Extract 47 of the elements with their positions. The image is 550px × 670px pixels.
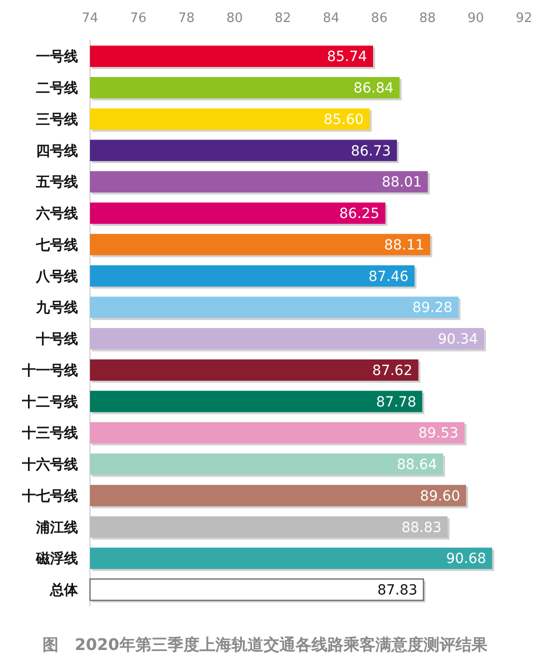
x-tick-label: 78 (178, 11, 195, 26)
data-label: 85.60 (324, 112, 364, 128)
y-tick-label: 十六号线 (21, 456, 78, 474)
y-tick-label: 十七号线 (21, 488, 78, 504)
data-label: 89.53 (418, 426, 458, 442)
data-label: 89.60 (420, 488, 460, 504)
data-label: 87.78 (376, 394, 416, 410)
data-label: 90.34 (438, 332, 478, 348)
y-tick-label: 十二号线 (21, 394, 78, 410)
x-tick-label: 84 (322, 11, 340, 26)
y-tick-label: 三号线 (36, 112, 78, 128)
data-label: 90.68 (446, 551, 486, 568)
y-tick-label: 四号线 (36, 143, 78, 160)
y-tick-label: 五号线 (35, 174, 78, 191)
data-label: 86.84 (353, 80, 394, 97)
y-tick-label: 十三号线 (21, 426, 78, 442)
y-tick-label: 总体 (49, 582, 79, 599)
y-tick-label: 八号线 (35, 268, 78, 285)
data-label: 88.64 (396, 457, 438, 474)
x-tick-label: 88 (419, 11, 436, 26)
x-tick-label: 86 (371, 11, 388, 26)
x-tick-label: 74 (82, 11, 98, 26)
data-label: 89.28 (412, 300, 452, 316)
data-label: 88.01 (382, 174, 422, 191)
x-tick-label: 76 (130, 11, 146, 26)
x-tick-label: 90 (468, 11, 484, 26)
x-tick-label: 92 (516, 11, 532, 26)
data-label: 88.11 (384, 237, 424, 254)
x-tick-label: 80 (226, 11, 243, 26)
data-label: 87.83 (377, 582, 418, 599)
y-tick-label: 九号线 (35, 300, 78, 316)
y-tick-label: 二号线 (36, 80, 78, 97)
data-label: 87.62 (372, 362, 412, 379)
y-tick-label: 十号线 (35, 332, 78, 348)
y-tick-label: 一号线 (36, 49, 78, 66)
x-tick-label: 82 (274, 11, 292, 26)
y-tick-label: 十一号线 (21, 362, 78, 379)
y-tick-label: 磁浮线 (35, 551, 78, 568)
y-tick-label: 浦江线 (35, 520, 78, 536)
data-label: 85.74 (326, 49, 368, 66)
data-label: 87.46 (368, 268, 409, 285)
data-label: 86.25 (339, 206, 380, 222)
text: 图 2020年第三季度上海轨道交通各线路乘客满意度测评结果 (42, 635, 488, 654)
y-tick-label: 六号线 (35, 205, 78, 222)
data-label: 86.73 (350, 143, 391, 160)
y-tick-label: 七号线 (35, 237, 78, 254)
data-label: 88.83 (401, 520, 442, 536)
